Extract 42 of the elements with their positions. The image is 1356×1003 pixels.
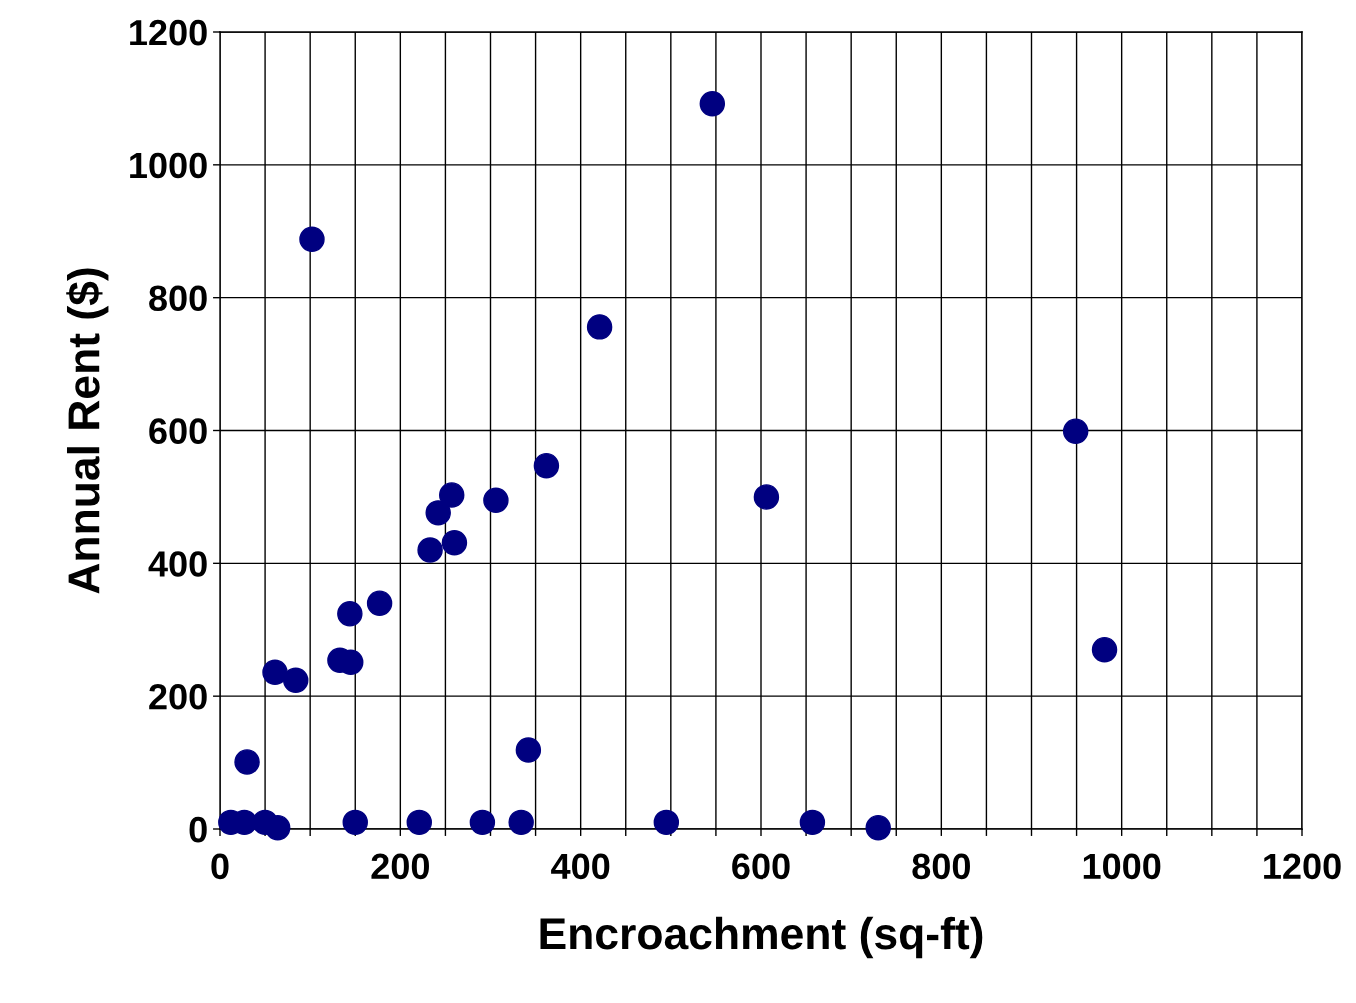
y-tick-label: 0 — [189, 816, 207, 843]
point — [653, 809, 680, 836]
x-tick-label: 1000 — [1083, 853, 1161, 880]
y-axis-title: Annual Rent ($) — [66, 268, 109, 594]
x-tick-label: 1200 — [1264, 853, 1341, 880]
y-tick-label: 600 — [149, 418, 207, 444]
y-tick-label: 1200 — [130, 19, 207, 46]
point — [469, 809, 496, 836]
point — [283, 667, 309, 693]
point — [264, 814, 291, 841]
x-tick-label: 200 — [371, 853, 429, 880]
point — [799, 809, 826, 836]
point — [533, 452, 560, 479]
x-axis-title: Encroachment (sq-ft) — [540, 916, 983, 959]
x-tick-label: 400 — [551, 853, 610, 880]
point — [441, 530, 468, 556]
y-tick-label: 200 — [149, 684, 207, 710]
point — [234, 749, 260, 775]
point — [699, 91, 726, 117]
point — [439, 482, 465, 508]
point — [865, 814, 891, 841]
y-tick-label: 1000 — [130, 152, 207, 179]
x-tick-label: 600 — [732, 853, 790, 880]
point — [299, 226, 325, 252]
x-tick-label: 0 — [211, 853, 229, 880]
point — [425, 500, 451, 526]
x-tick-label: 800 — [912, 853, 970, 880]
point — [417, 537, 443, 563]
point — [753, 484, 780, 510]
point — [262, 659, 288, 685]
point — [1062, 418, 1089, 444]
y-tick-label: 800 — [149, 285, 207, 312]
y-tick-label: 400 — [148, 551, 207, 577]
point — [1091, 636, 1118, 663]
point — [342, 809, 368, 836]
point — [586, 314, 613, 340]
point — [508, 809, 534, 836]
point — [366, 590, 393, 616]
point — [337, 601, 363, 627]
point — [515, 737, 542, 763]
point — [406, 809, 432, 836]
point — [483, 487, 509, 513]
